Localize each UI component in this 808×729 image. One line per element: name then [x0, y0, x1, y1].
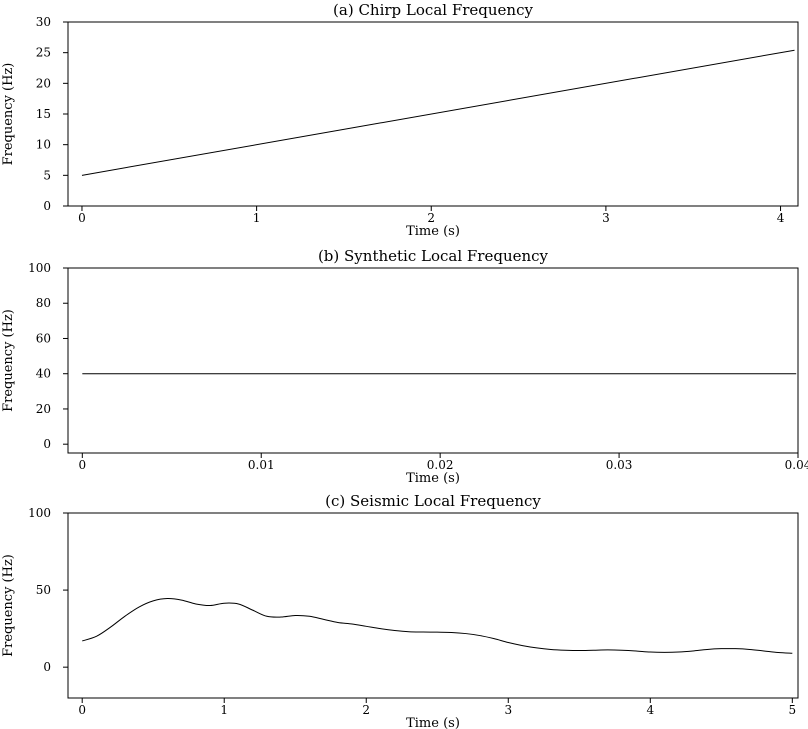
x-tick-label: 3 [602, 211, 610, 225]
y-tick-label: 30 [36, 15, 51, 29]
x-tick-label: 3 [504, 703, 512, 717]
y-tick-label: 20 [36, 402, 51, 416]
x-tick-label: 0 [78, 211, 86, 225]
y-axis-label: Frequency (Hz) [1, 63, 16, 166]
x-axis-label: Time (s) [406, 224, 460, 239]
y-tick-label: 60 [36, 331, 51, 345]
x-axis-label: Time (s) [406, 716, 460, 729]
y-tick-label: 80 [36, 296, 51, 310]
x-tick-label: 2 [362, 703, 370, 717]
y-tick-label: 5 [43, 168, 51, 182]
x-tick-label: 1 [253, 211, 261, 225]
y-tick-label: 50 [36, 583, 51, 597]
x-tick-label: 1 [220, 703, 228, 717]
x-tick-label: 4 [777, 211, 785, 225]
y-tick-label: 20 [36, 76, 51, 90]
chart-title: (a) Chirp Local Frequency [333, 1, 533, 19]
x-tick-label: 2 [427, 211, 435, 225]
y-tick-label: 100 [28, 261, 51, 275]
y-tick-label: 15 [36, 107, 51, 121]
x-tick-label: 0.01 [248, 458, 275, 472]
series-line-1 [81, 49, 795, 176]
chart-panel-1: (a) Chirp Local Frequency 0 1 2 3 4 Time (s) 0 5… [1, 1, 799, 239]
plot-frame [67, 512, 799, 699]
y-tick-label: 25 [36, 46, 51, 60]
x-tick-label: 4 [646, 703, 654, 717]
series-line-3 [82, 598, 793, 654]
y-tick-label: 0 [43, 660, 51, 674]
plot-frame [67, 267, 799, 454]
y-tick-label: 40 [36, 367, 51, 381]
chart-title: (b) Synthetic Local Frequency [318, 247, 549, 265]
y-axis-label: Frequency (Hz) [1, 554, 16, 657]
y-tick-label: 100 [28, 506, 51, 520]
x-tick-label: 0.02 [427, 458, 454, 472]
y-tick-label: 10 [36, 138, 51, 152]
chart-panel-2: (b) Synthetic Local Frequency 0 0.01 0.02 0.… [1, 247, 808, 486]
y-tick-label: 0 [43, 437, 51, 451]
chart-panel-3: (c) Seismic Local Frequency 0 1 2 3 4 5 Time (s… [1, 492, 799, 729]
x-tick-label: 5 [788, 703, 796, 717]
x-tick-label: 0 [78, 703, 86, 717]
y-tick-label: 0 [43, 199, 51, 213]
x-tick-label: 0.04 [785, 458, 808, 472]
x-tick-label: 0 [78, 458, 86, 472]
chart-title: (c) Seismic Local Frequency [325, 492, 541, 510]
x-axis-label: Time (s) [406, 471, 460, 486]
x-tick-label: 0.03 [606, 458, 633, 472]
y-axis-label: Frequency (Hz) [1, 309, 16, 412]
